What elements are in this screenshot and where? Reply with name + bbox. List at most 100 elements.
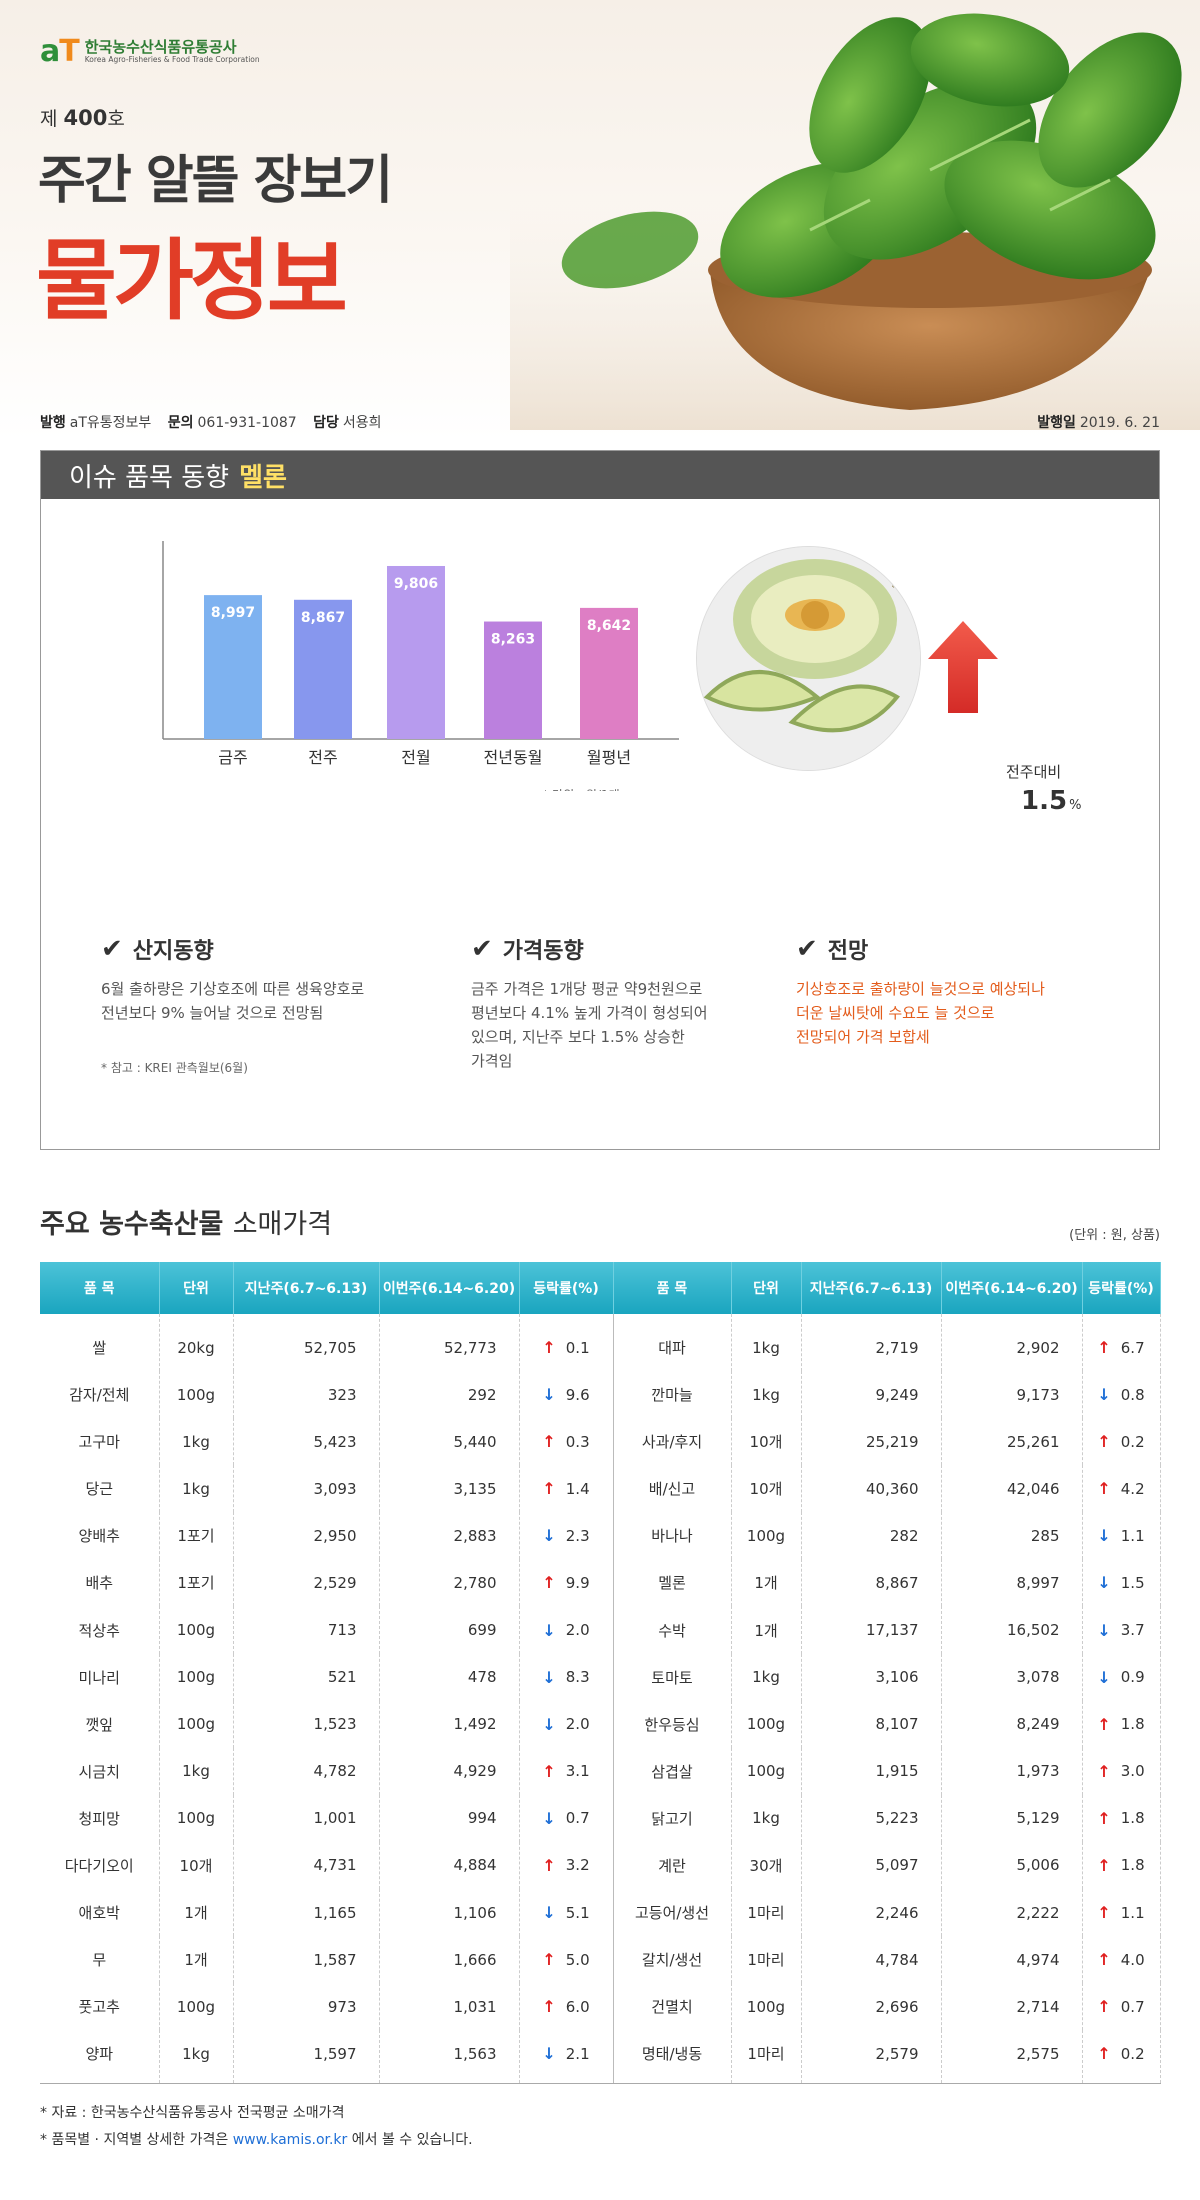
this-week-price: 2,222 [941,1889,1083,1937]
item-name: 계란 [613,1841,732,1890]
last-week-price: 973 [233,1983,380,2031]
item-name: 깻잎 [40,1700,160,1748]
item-name: 양배추 [40,1512,160,1560]
change-rate-value: 0.2 [1120,1432,1145,1451]
item-unit: 1개 [159,1889,234,1937]
last-week-price: 4,784 [801,1936,942,1984]
column-header: 이번주(6.14~6.20) [379,1262,520,1314]
table-row: 양파 1kg 1,597 1,563 ↓ 2.1 명태/냉동 1마리 2,579 2,575 ↑ 0.… [40,2030,1161,2084]
change-rate: ↓ 3.7 [1082,1606,1161,1654]
change-rate-value: 1.1 [1120,1903,1145,1922]
issue-panel-header: 이슈 품목 동향 멜론 [41,451,1159,499]
origin-trend-section: ✔ 산지동향 6월 출하량은 기상호조에 따른 생육양호로 전년보다 9% 늘어… [101,934,365,1075]
item-unit: 10개 [159,1841,234,1890]
arrow-down-icon: ↓ [542,1808,556,1828]
this-week-price: 42,046 [941,1465,1083,1513]
arrow-up-icon: ↑ [542,1761,556,1781]
trend-value: 1.5% [1021,786,1082,816]
item-unit: 100g [159,1606,234,1654]
item-unit: 20kg [159,1314,234,1371]
change-rate-value: 6.7 [1120,1338,1145,1357]
arrow-down-icon: ↓ [542,1385,556,1405]
item-name: 수박 [613,1606,732,1654]
this-week-price: 292 [379,1371,520,1419]
change-rate: ↓ 9.6 [519,1371,614,1419]
item-name: 풋고추 [40,1983,160,2031]
item-unit: 1마리 [731,1889,802,1937]
arrow-down-icon: ↓ [542,2044,556,2064]
source-note: * 자료 : 한국농수산식품유통공사 전국평균 소매가격 [40,2105,345,2121]
checkmark-icon: ✔ [101,934,123,964]
change-rate-value: 6.0 [565,1997,590,2016]
table-row: 적상추 100g 713 699 ↓ 2.0 수박 1개 17,137 16,502 ↓ 3.7 [40,1606,1161,1654]
change-rate: ↑ 4.0 [1082,1936,1161,1984]
arrow-up-icon: ↑ [542,1573,556,1593]
chart-bar [294,599,352,739]
this-week-price: 1,031 [379,1983,520,2031]
this-week-price: 3,135 [379,1465,520,1513]
item-unit: 1kg [731,1314,802,1371]
this-week-price: 1,492 [379,1700,520,1748]
change-rate-value: 5.1 [565,1903,590,1922]
change-rate-value: 1.4 [565,1479,590,1498]
this-week-price: 4,884 [379,1841,520,1890]
change-rate: ↑ 0.7 [1082,1983,1161,2031]
this-week-price: 699 [379,1606,520,1654]
change-rate: ↓ 1.1 [1082,1512,1161,1560]
change-rate: ↓ 5.1 [519,1889,614,1937]
arrow-up-icon: ↑ [542,1479,556,1499]
last-week-price: 4,782 [233,1747,380,1795]
change-rate: ↓ 1.5 [1082,1559,1161,1607]
change-rate: ↑ 6.7 [1082,1314,1161,1371]
last-week-price: 5,097 [801,1841,942,1890]
arrow-up-icon: ↑ [1097,1903,1111,1923]
arrow-down-icon: ↓ [542,1667,556,1687]
issue-item-panel: 이슈 품목 동향 멜론 8,997 금주 8,867 전주 9,806 전월 8,263 전년동… [40,450,1160,1150]
last-week-price: 8,107 [801,1700,942,1748]
arrow-up-icon: ↑ [1097,1997,1111,2017]
at-logo[interactable]: aT 한국농수산식품유통공사 Korea Agro-Fisheries & Fo… [40,34,260,69]
change-rate-value: 3.0 [1120,1762,1145,1781]
arrow-up-icon: ↑ [1097,1950,1111,1970]
table-row: 고구마 1kg 5,423 5,440 ↑ 0.3 사과/후지 10개 25,219 25,261… [40,1418,1161,1466]
item-name: 배추 [40,1559,160,1607]
logo-mark: aT [40,34,80,69]
change-rate: ↑ 0.3 [519,1418,614,1466]
arrow-down-icon: ↓ [542,1526,556,1546]
last-week-price: 521 [233,1653,380,1701]
table-header-row: 품 목 단위 지난주(6.7~6.13) 이번주(6.14~6.20) 등락률(%) 품 … [40,1262,1161,1314]
arrow-down-icon: ↓ [542,1620,556,1640]
arrow-up-icon: ↑ [1097,1338,1111,1357]
item-name: 멜론 [613,1559,732,1607]
logo-korean-name: 한국농수산식품유통공사 [84,38,237,57]
this-week-price: 9,173 [941,1371,1083,1419]
table-row: 시금치 1kg 4,782 4,929 ↑ 3.1 삼겹살 100g 1,915 1,973 ↑ 3.… [40,1747,1161,1795]
item-name: 배/신고 [613,1465,732,1513]
bar-value-label: 8,867 [301,610,345,626]
item-unit: 100g [731,1747,802,1795]
big-red-up-arrow-icon [928,621,998,713]
change-rate-value: 2.3 [565,1526,590,1545]
change-rate-value: 2.0 [565,1621,590,1640]
item-name: 미나리 [40,1653,160,1701]
this-week-price: 16,502 [941,1606,1083,1654]
this-week-price: 5,440 [379,1418,520,1466]
this-week-price: 1,563 [379,2030,520,2084]
last-week-price: 2,529 [233,1559,380,1607]
last-week-price: 3,106 [801,1653,942,1701]
item-name: 닭고기 [613,1794,732,1842]
last-week-price: 4,731 [233,1841,380,1890]
change-rate-value: 1.8 [1120,1715,1145,1734]
arrow-up-icon: ↑ [1097,1479,1111,1499]
item-unit: 1마리 [731,1936,802,1984]
change-rate-value: 2.0 [565,1715,590,1734]
change-rate: ↓ 2.3 [519,1512,614,1560]
price-table-title: 주요 농수축산물 소매가격 [40,1209,333,1240]
change-rate: ↑ 1.8 [1082,1794,1161,1842]
last-week-price: 5,223 [801,1794,942,1842]
bar-value-label: 8,642 [587,618,631,634]
kamis-link[interactable]: www.kamis.or.kr [232,2131,348,2148]
change-rate-value: 0.2 [1120,2044,1145,2063]
change-rate-value: 3.2 [565,1856,590,1875]
this-week-price: 52,773 [379,1314,520,1371]
